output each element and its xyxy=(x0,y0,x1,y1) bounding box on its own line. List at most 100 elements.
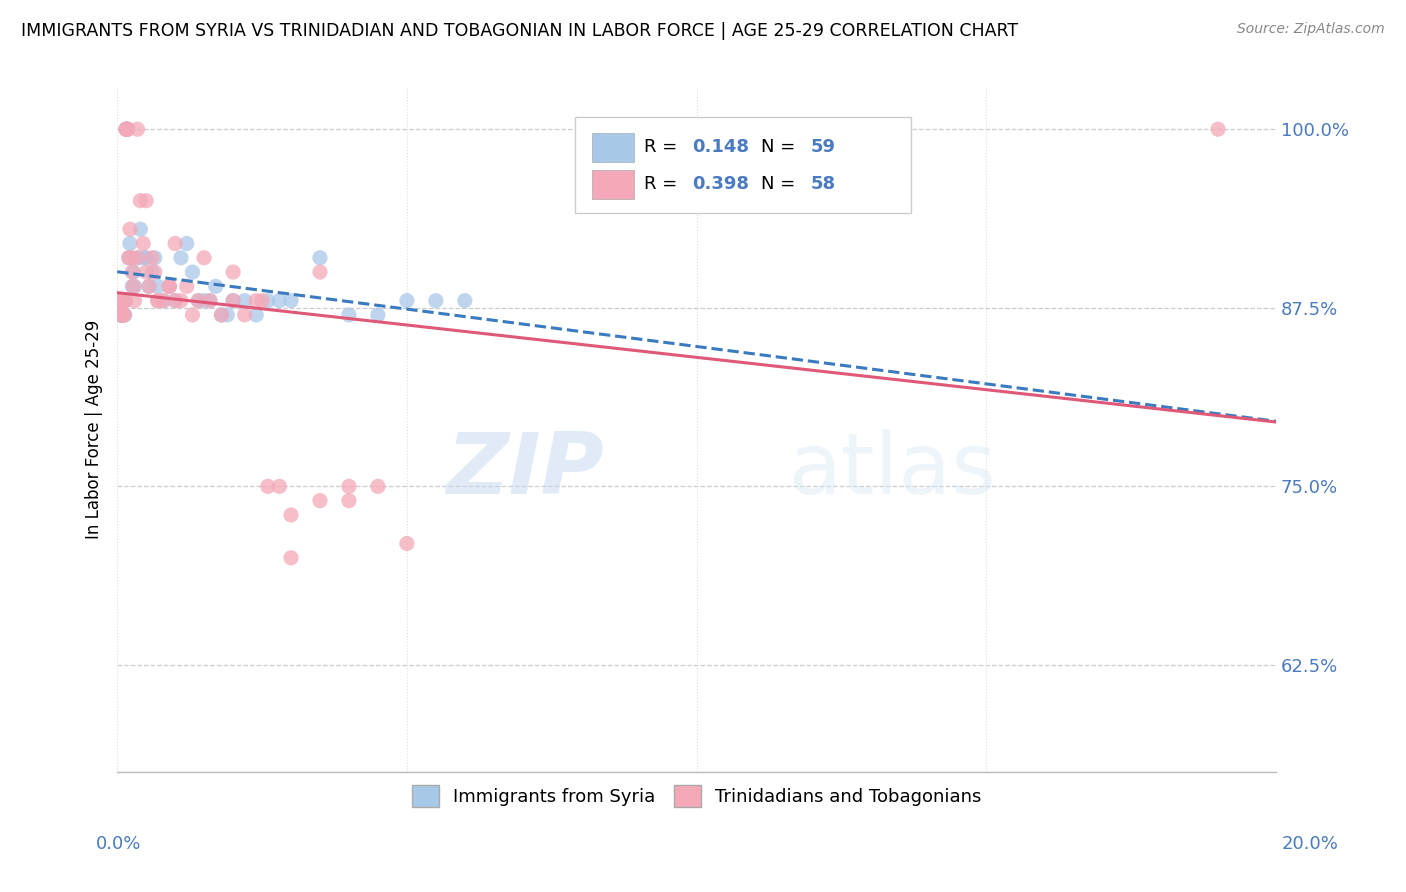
Point xyxy=(198,293,221,308)
Point xyxy=(165,293,187,308)
Text: 59: 59 xyxy=(810,138,835,156)
Point xyxy=(211,308,233,322)
Point xyxy=(138,279,160,293)
Point xyxy=(135,251,157,265)
Point xyxy=(280,550,302,565)
Point xyxy=(118,222,141,236)
Point xyxy=(118,251,141,265)
Point xyxy=(114,293,136,308)
Point xyxy=(117,122,139,136)
Point xyxy=(454,293,477,308)
Point xyxy=(114,293,136,308)
Point xyxy=(112,308,135,322)
Text: Source: ZipAtlas.com: Source: ZipAtlas.com xyxy=(1237,22,1385,37)
Point xyxy=(112,308,135,322)
Text: 20.0%: 20.0% xyxy=(1282,835,1339,853)
Text: 0.0%: 0.0% xyxy=(96,835,141,853)
FancyBboxPatch shape xyxy=(575,117,911,213)
Point xyxy=(121,265,143,279)
Point xyxy=(111,308,134,322)
FancyBboxPatch shape xyxy=(592,170,634,199)
Point xyxy=(181,265,204,279)
Text: atlas: atlas xyxy=(789,429,997,512)
Point xyxy=(111,293,134,308)
Text: R =: R = xyxy=(644,138,683,156)
Point xyxy=(132,251,155,265)
Point xyxy=(233,308,256,322)
Point xyxy=(124,293,146,308)
Point xyxy=(121,279,143,293)
Text: 0.148: 0.148 xyxy=(692,138,749,156)
Point xyxy=(256,293,278,308)
Point xyxy=(110,308,132,322)
Point xyxy=(117,122,139,136)
Point xyxy=(170,251,193,265)
Point xyxy=(110,308,132,322)
Point xyxy=(309,493,332,508)
Point xyxy=(141,251,163,265)
Point xyxy=(245,293,267,308)
Point xyxy=(129,222,152,236)
Point xyxy=(112,308,135,322)
Point xyxy=(143,251,166,265)
Point xyxy=(135,194,157,208)
Point xyxy=(141,265,163,279)
Legend: Immigrants from Syria, Trinidadians and Tobagonians: Immigrants from Syria, Trinidadians and … xyxy=(405,778,988,814)
Point xyxy=(118,251,141,265)
Point xyxy=(337,308,360,322)
Point xyxy=(367,479,389,493)
Point xyxy=(111,293,134,308)
Point xyxy=(115,122,138,136)
Point xyxy=(111,308,134,322)
Point xyxy=(111,308,134,322)
Point xyxy=(110,308,132,322)
Point xyxy=(146,293,169,308)
Point xyxy=(115,122,138,136)
Point xyxy=(280,293,302,308)
Point xyxy=(222,293,245,308)
Point xyxy=(132,236,155,251)
Point xyxy=(108,308,131,322)
Point xyxy=(187,293,209,308)
Point xyxy=(115,122,138,136)
Point xyxy=(127,122,149,136)
Point xyxy=(143,265,166,279)
Point xyxy=(309,251,332,265)
Point xyxy=(222,265,245,279)
Point xyxy=(120,251,142,265)
Point xyxy=(165,293,187,308)
Y-axis label: In Labor Force | Age 25-29: In Labor Force | Age 25-29 xyxy=(86,319,103,539)
Point xyxy=(112,293,135,308)
Point xyxy=(395,293,418,308)
Point xyxy=(124,279,146,293)
Point xyxy=(193,251,215,265)
Point xyxy=(269,293,291,308)
Point xyxy=(114,293,136,308)
Point xyxy=(181,308,204,322)
Point xyxy=(152,293,174,308)
FancyBboxPatch shape xyxy=(592,133,634,161)
Point xyxy=(146,279,169,293)
Point xyxy=(129,194,152,208)
Point xyxy=(115,122,138,136)
Text: 58: 58 xyxy=(810,176,835,194)
Point xyxy=(157,279,180,293)
Point xyxy=(157,279,180,293)
Point xyxy=(120,251,142,265)
Text: R =: R = xyxy=(644,176,683,194)
Point xyxy=(233,293,256,308)
Point xyxy=(110,308,132,322)
Point xyxy=(217,308,239,322)
Point xyxy=(115,122,138,136)
Point xyxy=(309,265,332,279)
Point xyxy=(157,279,180,293)
Text: N =: N = xyxy=(762,176,801,194)
Point xyxy=(165,236,187,251)
Point xyxy=(135,265,157,279)
Point xyxy=(193,293,215,308)
Point xyxy=(115,122,138,136)
Point xyxy=(245,308,267,322)
Text: ZIP: ZIP xyxy=(446,429,603,512)
Point xyxy=(111,293,134,308)
Point xyxy=(269,479,291,493)
